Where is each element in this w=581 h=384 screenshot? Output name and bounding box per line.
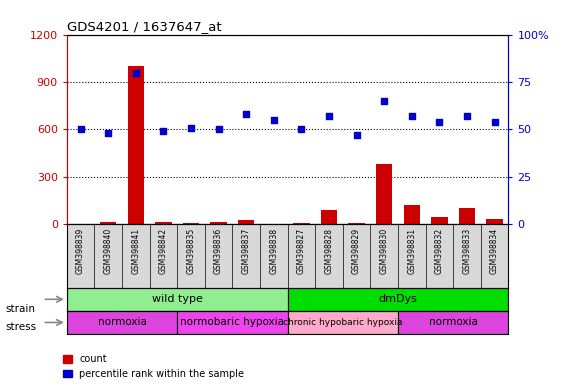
Text: dmDys: dmDys: [379, 294, 417, 304]
Bar: [182, 223, 199, 224]
Text: strain: strain: [6, 304, 36, 314]
Point: [297, 126, 306, 132]
Bar: [67, 288, 288, 311]
Text: GSM398833: GSM398833: [462, 228, 471, 274]
Text: wild type: wild type: [152, 294, 203, 304]
Text: GSM398838: GSM398838: [270, 228, 278, 274]
Bar: [431, 217, 447, 224]
Bar: [177, 311, 288, 334]
Text: GSM398831: GSM398831: [407, 228, 416, 274]
Text: GDS4201 / 1637647_at: GDS4201 / 1637647_at: [67, 20, 221, 33]
Point: [490, 119, 499, 125]
Text: normoxia: normoxia: [98, 318, 146, 328]
Text: GSM398827: GSM398827: [297, 228, 306, 274]
Text: normoxia: normoxia: [429, 318, 478, 328]
Bar: [376, 164, 393, 224]
Bar: [72, 223, 89, 224]
Text: GSM398828: GSM398828: [325, 228, 333, 273]
Bar: [155, 222, 172, 224]
Point: [379, 98, 389, 104]
Point: [269, 117, 278, 123]
Point: [159, 128, 168, 134]
Text: GSM398841: GSM398841: [131, 228, 140, 274]
Legend: count, percentile rank within the sample: count, percentile rank within the sample: [63, 354, 245, 379]
Text: GSM398830: GSM398830: [380, 228, 389, 274]
Bar: [266, 223, 282, 224]
Bar: [398, 311, 508, 334]
Bar: [348, 223, 365, 224]
Bar: [288, 288, 508, 311]
Bar: [100, 222, 116, 224]
Point: [131, 70, 141, 76]
Point: [76, 126, 85, 132]
Text: GSM398832: GSM398832: [435, 228, 444, 274]
Text: stress: stress: [6, 322, 37, 332]
Bar: [238, 220, 254, 224]
Text: GSM398840: GSM398840: [104, 228, 113, 274]
Point: [352, 132, 361, 138]
Bar: [459, 208, 475, 224]
Text: normobaric hypoxia: normobaric hypoxia: [180, 318, 285, 328]
Point: [242, 111, 251, 118]
Text: GSM398837: GSM398837: [242, 228, 250, 274]
Point: [187, 124, 196, 131]
Point: [462, 113, 472, 119]
Text: GSM398842: GSM398842: [159, 228, 168, 274]
Text: GSM398835: GSM398835: [187, 228, 195, 274]
Bar: [210, 222, 227, 224]
Bar: [403, 205, 420, 224]
Point: [214, 126, 223, 132]
Point: [324, 113, 333, 119]
Text: GSM398834: GSM398834: [490, 228, 499, 274]
Bar: [67, 311, 177, 334]
Text: GSM398839: GSM398839: [76, 228, 85, 274]
Bar: [321, 210, 337, 224]
Bar: [288, 311, 398, 334]
Text: chronic hypobaric hypoxia: chronic hypobaric hypoxia: [283, 318, 403, 327]
Point: [103, 130, 113, 136]
Bar: [127, 66, 144, 224]
Bar: [293, 223, 310, 224]
Point: [435, 119, 444, 125]
Text: GSM398836: GSM398836: [214, 228, 223, 274]
Text: GSM398829: GSM398829: [352, 228, 361, 274]
Point: [407, 113, 417, 119]
Bar: [486, 219, 503, 224]
